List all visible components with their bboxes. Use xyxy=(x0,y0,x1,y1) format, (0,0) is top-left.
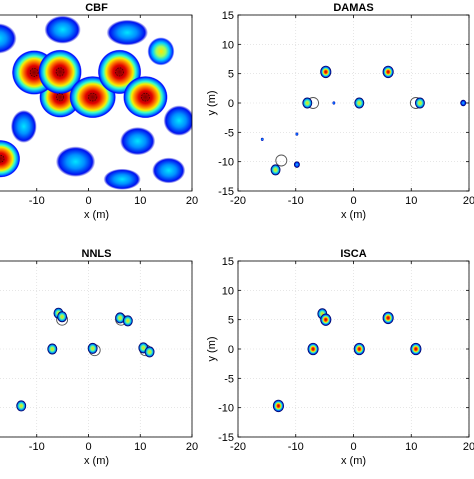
damas-panel: -20 -10 0 10 20 -15 -10 -5 0 5 10 15 DAMAS x (m) y (m) xyxy=(206,2,474,221)
nnls-xtick-label: 10 xyxy=(134,441,146,453)
cbf-xtick-label: -10 xyxy=(29,195,45,207)
isca-source-6 xyxy=(272,399,284,413)
nnls-title: NNLS xyxy=(82,248,112,260)
nnls-source-8 xyxy=(16,400,27,412)
damas-ylabel: y (m) xyxy=(206,90,218,115)
cbf-xtick-label: 10 xyxy=(134,195,146,207)
damas-ytick-label: 5 xyxy=(228,69,234,81)
cbf-blob-15 xyxy=(152,157,186,184)
cbf-xtick-label: 0 xyxy=(85,195,91,207)
isca-ytick-label: -5 xyxy=(224,373,234,385)
cbf-blob-6 xyxy=(0,139,21,178)
damas-ytick-label: 15 xyxy=(222,10,234,22)
isca-ytick-label: -10 xyxy=(218,403,234,415)
nnls-xtick-label: 0 xyxy=(85,441,91,453)
isca-xtick-label: -10 xyxy=(288,441,304,453)
nnls-source-7 xyxy=(144,346,155,358)
nnls-xtick-label: -10 xyxy=(29,441,45,453)
nnls-xlabel: x (m) xyxy=(84,455,109,467)
damas-ytick-label: 0 xyxy=(228,98,234,110)
cbf-peak-contour-3 xyxy=(115,67,124,77)
isca-source-5 xyxy=(410,342,422,356)
isca-plot-area xyxy=(238,261,469,437)
damas-source-0 xyxy=(320,65,332,79)
cbf-blob-11 xyxy=(10,110,37,143)
damas-source-2 xyxy=(302,97,313,109)
cbf-blob-7 xyxy=(147,37,175,66)
nnls-source-4 xyxy=(47,343,58,355)
damas-source-3 xyxy=(354,97,365,109)
damas-xtick-label: 10 xyxy=(405,195,417,207)
isca-title: ISCA xyxy=(340,248,366,260)
damas-true-source-1 xyxy=(275,154,288,167)
cbf-blob-14 xyxy=(163,105,192,136)
isca-source-1 xyxy=(320,313,332,326)
isca-xtick-label: 20 xyxy=(463,441,474,453)
isca-ylabel: y (m) xyxy=(206,336,218,361)
cbf-peak-contour-6 xyxy=(0,155,5,163)
cbf-blob-1 xyxy=(38,49,82,95)
isca-panel: -20 -10 0 10 20 -15 -10 -5 0 5 10 15 ISCA x (m) y (m) xyxy=(206,248,474,467)
damas-ytick-label: 10 xyxy=(222,39,234,51)
damas-source-7 xyxy=(460,99,467,107)
cbf-blob-8 xyxy=(44,15,81,44)
isca-xtick-label: 0 xyxy=(350,441,356,453)
damas-source-6 xyxy=(293,161,300,168)
damas-xtick-label: 20 xyxy=(463,195,474,207)
cbf-title: CBF xyxy=(85,2,108,14)
cbf-blob-9 xyxy=(106,19,149,46)
damas-source-10 xyxy=(295,132,299,136)
damas-title: DAMAS xyxy=(333,2,373,14)
damas-source-4 xyxy=(414,97,425,109)
damas-xtick-label: 0 xyxy=(350,195,356,207)
isca-ytick-label: 15 xyxy=(222,256,234,268)
cbf-blob-12 xyxy=(55,146,96,177)
cbf-blob-4 xyxy=(123,76,168,119)
nnls-source-5 xyxy=(87,342,98,354)
damas-ytick-label: -15 xyxy=(218,186,234,198)
cbf-blob-10 xyxy=(0,23,17,54)
damas-xtick-label: -10 xyxy=(288,195,304,207)
cbf-blob-16 xyxy=(103,168,141,190)
nnls-source-3 xyxy=(122,315,133,327)
cbf-xtick-label: 20 xyxy=(186,195,198,207)
nnls-plot-area xyxy=(0,261,192,437)
damas-source-8 xyxy=(332,101,336,105)
damas-plot-area xyxy=(238,15,469,191)
damas-source-9 xyxy=(260,137,264,141)
cbf-peak-contour-4 xyxy=(141,92,150,102)
isca-source-3 xyxy=(307,342,319,356)
isca-xtick-label: 10 xyxy=(405,441,417,453)
cbf-peak-contour-1 xyxy=(55,67,65,77)
isca-source-4 xyxy=(353,342,365,356)
nnls-panel: -10 0 10 20 NNLS x (m) xyxy=(0,248,198,467)
damas-xlabel: x (m) xyxy=(341,209,366,221)
cbf-peak-contour-2 xyxy=(88,92,98,102)
isca-ytick-label: 10 xyxy=(222,285,234,297)
isca-ytick-label: 5 xyxy=(228,315,234,327)
cbf-plot-area xyxy=(0,15,192,191)
nnls-source-1 xyxy=(57,311,68,323)
damas-source-1 xyxy=(382,65,394,79)
damas-ytick-label: -5 xyxy=(224,127,234,139)
isca-ytick-label: -15 xyxy=(218,432,234,444)
damas-source-5 xyxy=(270,164,281,176)
isca-ytick-label: 0 xyxy=(228,344,234,356)
isca-xlabel: x (m) xyxy=(341,455,366,467)
cbf-xlabel: x (m) xyxy=(84,209,109,221)
damas-ytick-label: -10 xyxy=(218,157,234,169)
isca-source-2 xyxy=(382,311,394,325)
isca-xtick-label: -20 xyxy=(230,441,246,453)
nnls-xtick-label: 20 xyxy=(186,441,198,453)
cbf-peak-contour-5 xyxy=(55,93,65,102)
damas-xtick-label: -20 xyxy=(230,195,246,207)
cbf-peak-contour-0 xyxy=(29,68,39,77)
cbf-blob-13 xyxy=(120,127,156,156)
cbf-panel: -10 0 10 20 CBF x (m) xyxy=(0,2,198,221)
